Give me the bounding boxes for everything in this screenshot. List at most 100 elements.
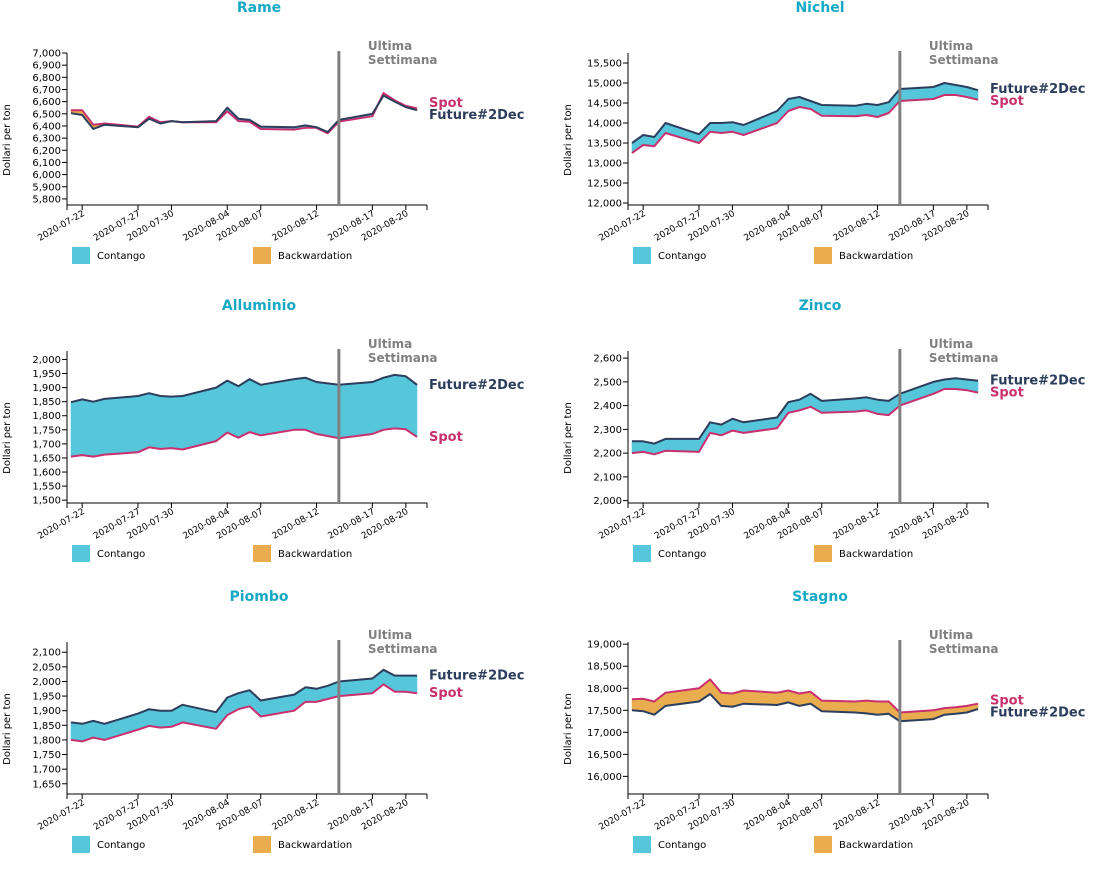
y-tick-label: 12,000 <box>587 199 622 210</box>
contango-band <box>405 675 418 694</box>
contango-band <box>215 696 228 730</box>
y-tick-label: 1,700 <box>32 765 61 776</box>
y-tick-label: 1,850 <box>32 721 61 732</box>
y-axis-title: Dollari per ton <box>563 402 574 474</box>
spot-series-label: Spot <box>990 386 1024 401</box>
spot-series-label: Spot <box>990 94 1024 109</box>
contango-band <box>383 374 395 431</box>
y-tick-label: 18,500 <box>587 662 622 673</box>
spot-series-label: Spot <box>990 693 1024 708</box>
marker-label-line2: Settimana <box>368 351 438 365</box>
y-tick-label: 7,000 <box>32 49 61 60</box>
contango-band <box>631 134 644 154</box>
contango-band <box>215 380 228 442</box>
chart-panel-alluminio: Alluminio 1,500 1,550 1,600 1,650 1,700 1,750 1… <box>0 298 558 588</box>
contango-band <box>70 722 83 742</box>
y-tick-label: 1,500 <box>32 496 61 507</box>
marker-label-line1: Ultima <box>929 628 973 642</box>
x-tick-label: 2020-08-12 <box>832 209 882 244</box>
y-tick-label: 1,850 <box>32 397 61 408</box>
y-tick-label: 6,700 <box>32 85 61 96</box>
legend-label-contango: Contango <box>658 840 706 851</box>
chart-title: Nichel <box>795 0 844 16</box>
future-series-label: Future#2Dec <box>990 82 1085 97</box>
y-tick-label: 6,000 <box>32 170 61 181</box>
y-axis-title: Dollari per ton <box>563 693 574 765</box>
y-tick-label: 2,500 <box>593 377 622 388</box>
y-tick-label: 6,200 <box>32 146 61 157</box>
spot-series-label: Spot <box>429 430 463 445</box>
spot-line <box>631 388 979 456</box>
marker-label-line2: Settimana <box>368 53 438 67</box>
marker-label-line1: Ultima <box>929 39 973 53</box>
chart-nichel: Nichel 12,000 12,500 13,000 13,500 14,000 14,5… <box>563 0 1085 264</box>
spot-line <box>70 683 418 743</box>
contango-band <box>70 399 83 457</box>
contango-band <box>159 710 172 728</box>
contango-band <box>372 377 384 435</box>
legend-label-contango: Contango <box>97 840 145 851</box>
legend-label-contango: Contango <box>658 251 706 262</box>
y-tick-label: 1,700 <box>32 439 61 450</box>
contango-band <box>394 675 407 692</box>
x-tick-label: 2020-08-12 <box>832 507 882 542</box>
legend-swatch-contango <box>633 836 651 853</box>
future-series-label: Future#2Dec <box>429 669 524 684</box>
legend-label-contango: Contango <box>97 549 145 560</box>
x-tick-label: 2020-08-12 <box>832 798 882 833</box>
contango-band <box>93 398 105 457</box>
spot-line <box>631 94 979 154</box>
chart-alluminio: Alluminio 1,500 1,550 1,600 1,650 1,700 1,750 1… <box>2 298 524 562</box>
y-axis-title: Dollari per ton <box>563 104 574 176</box>
chart-panel-rame: Rame 5,800 5,900 6,000 6,100 6,200 6,300 6,400 6… <box>0 0 558 290</box>
x-tick-label: 2020-07-22 <box>36 209 86 244</box>
contango-band <box>81 399 94 457</box>
legend-swatch-contango <box>72 247 90 264</box>
x-tick-label: 2020-08-12 <box>271 507 321 542</box>
y-tick-label: 1,800 <box>32 411 61 422</box>
y-tick-label: 2,000 <box>32 355 61 366</box>
x-tick-label: 2020-07-22 <box>597 209 647 244</box>
contango-band <box>877 399 890 416</box>
y-tick-label: 6,300 <box>32 134 61 145</box>
chart-stagno: Stagno 16,000 16,500 17,000 17,500 18,000 18,5… <box>563 589 1085 853</box>
chart-title: Stagno <box>792 589 848 605</box>
contango-band <box>899 381 934 407</box>
y-tick-label: 2,400 <box>593 401 622 412</box>
x-tick-label: 2020-07-22 <box>36 798 86 833</box>
y-tick-label: 2,100 <box>593 472 622 483</box>
marker-label-line2: Settimana <box>929 642 999 656</box>
backwardation-band <box>866 700 878 716</box>
contango-band <box>293 377 306 431</box>
legend-swatch-backwardation <box>253 545 271 562</box>
y-tick-label: 13,500 <box>587 139 622 150</box>
backwardation-band <box>854 700 867 714</box>
y-tick-label: 16,000 <box>587 772 622 783</box>
x-tick-label: 2020-08-12 <box>271 798 321 833</box>
contango-band <box>405 375 418 438</box>
x-tick-label: 2020-07-22 <box>597 798 647 833</box>
contango-band <box>305 377 317 435</box>
contango-band <box>137 392 150 453</box>
contango-band <box>260 378 295 436</box>
contango-band <box>249 378 262 436</box>
contango-band <box>776 98 789 124</box>
spot-line <box>631 678 979 714</box>
y-tick-label: 1,650 <box>32 453 61 464</box>
y-tick-label: 1,600 <box>32 468 61 479</box>
chart-zinco: Zinco 2,000 2,100 2,200 2,300 2,400 2,500 2,600… <box>563 298 1085 562</box>
y-tick-label: 18,000 <box>587 684 622 695</box>
legend-swatch-contango <box>72 836 90 853</box>
y-tick-label: 14,500 <box>587 99 622 110</box>
future-line <box>70 373 418 404</box>
contango-band <box>148 392 161 450</box>
marker-label-line1: Ultima <box>929 337 973 351</box>
marker-label-line1: Ultima <box>368 337 412 351</box>
chart-rame: Rame5,8005,9006,0006,1006,2006,3006,4006… <box>2 0 524 264</box>
y-axis-title: Dollari per ton <box>2 693 13 765</box>
backwardation-band <box>709 678 722 707</box>
y-tick-label: 15,000 <box>587 79 622 90</box>
y-tick-label: 2,000 <box>593 496 622 507</box>
marker-label-line1: Ultima <box>368 39 412 53</box>
future-line <box>631 82 979 144</box>
